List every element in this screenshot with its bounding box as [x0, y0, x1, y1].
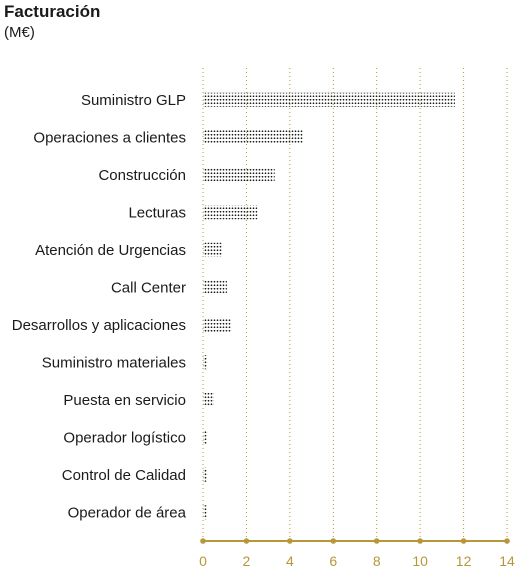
bar-8	[203, 355, 208, 370]
category-label-3: Construcción	[98, 167, 186, 184]
category-label-6: Call Center	[111, 279, 186, 296]
bar-9	[203, 392, 214, 407]
category-label-4: Lecturas	[128, 204, 186, 221]
bar-12	[203, 505, 208, 520]
x-tick-label-12: 12	[456, 553, 472, 569]
category-label-9: Puesta en servicio	[63, 392, 186, 409]
x-tick-label-2: 2	[243, 553, 251, 569]
category-label-7: Desarrollos y aplicaciones	[12, 317, 186, 334]
chart-title: Facturación	[4, 2, 101, 21]
bar-1	[203, 92, 455, 107]
x-tick-marker-2	[243, 538, 250, 544]
bar-3	[203, 167, 275, 182]
bar-11	[203, 467, 208, 482]
x-tick-label-6: 6	[329, 553, 337, 569]
bar-2	[203, 130, 303, 145]
x-tick-marker-0	[200, 538, 206, 544]
bar-7	[203, 317, 232, 332]
x-tick-marker-14	[504, 538, 510, 544]
chart-subtitle: (M€)	[4, 24, 35, 41]
bar-10	[203, 430, 208, 445]
bar-6	[203, 280, 227, 295]
x-tick-label-14: 14	[499, 553, 515, 569]
category-label-12: Operador de área	[68, 504, 187, 521]
x-tick-label-0: 0	[199, 553, 207, 569]
category-label-10: Operador logístico	[63, 429, 186, 446]
category-label-8: Suministro materiales	[42, 354, 186, 371]
x-tick-marker-12	[460, 538, 467, 544]
category-label-1: Suministro GLP	[81, 92, 186, 109]
x-tick-marker-8	[373, 538, 380, 544]
bar-4	[203, 205, 258, 220]
x-tick-marker-6	[330, 538, 337, 544]
x-tick-marker-10	[417, 538, 423, 544]
x-tick-label-8: 8	[373, 553, 381, 569]
category-label-5: Atención de Urgencias	[35, 242, 186, 259]
bar-5	[203, 242, 223, 257]
x-tick-marker-4	[287, 538, 293, 544]
category-label-2: Operaciones a clientes	[33, 129, 186, 146]
category-label-11: Control de Calidad	[62, 467, 186, 484]
x-tick-label-10: 10	[412, 553, 428, 569]
x-tick-label-4: 4	[286, 553, 294, 569]
